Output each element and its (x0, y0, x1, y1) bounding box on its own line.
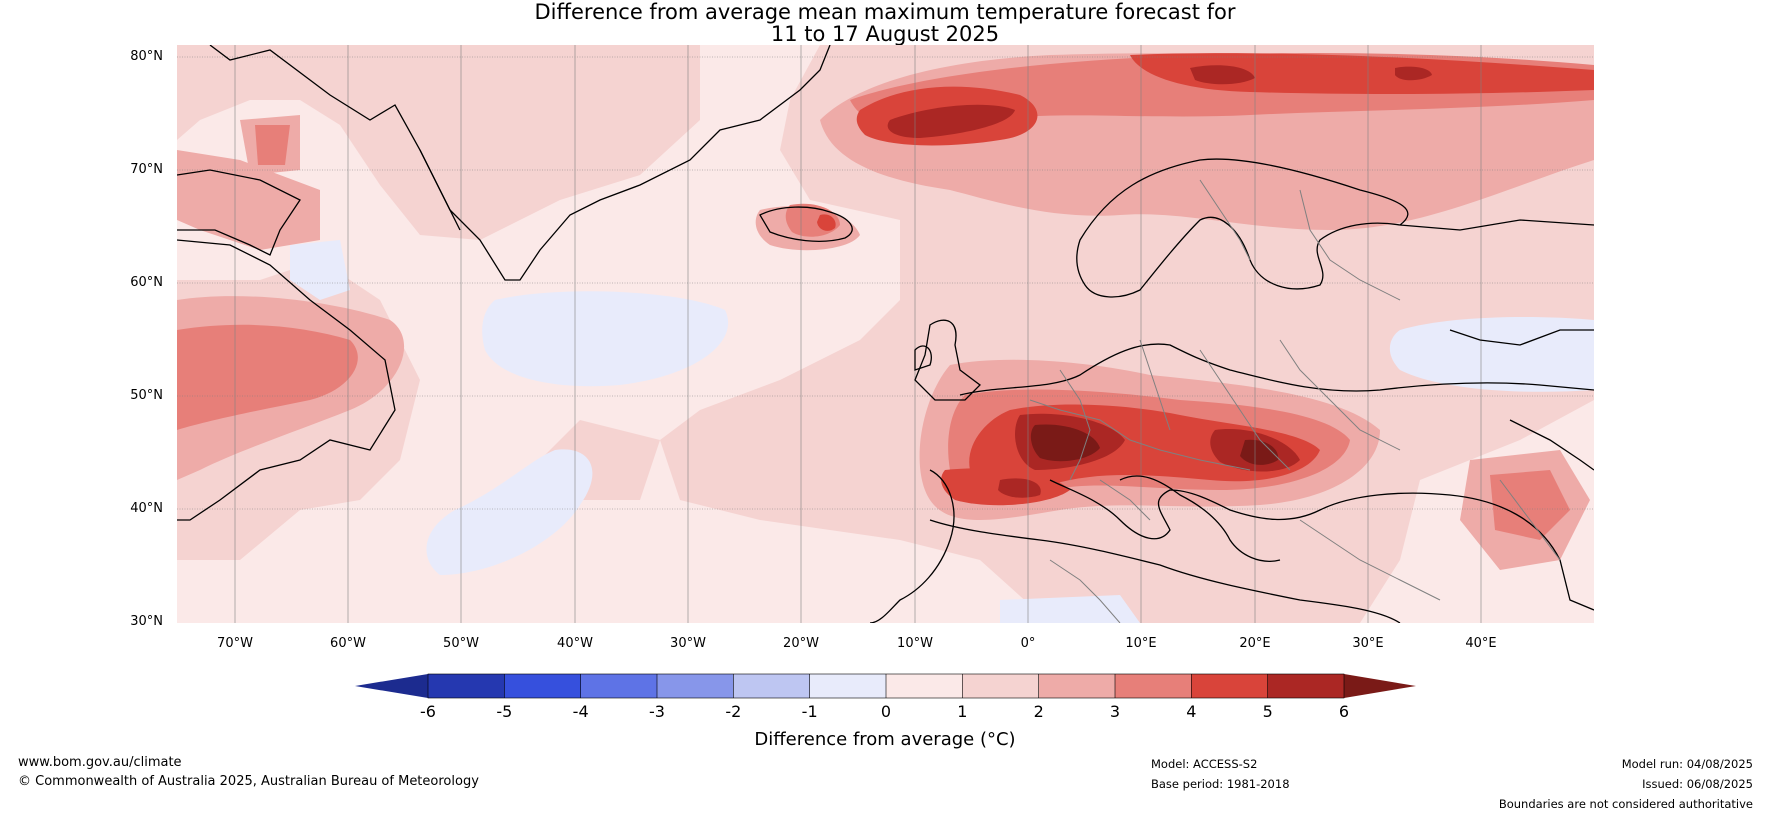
colorbar-cell (428, 674, 505, 698)
colorbar-tick-label: -3 (649, 702, 665, 721)
graticule (177, 45, 1594, 623)
colorbar-tick-label: 2 (1033, 702, 1044, 721)
country-borders (1029, 179, 1561, 623)
colorbar-tick-label: -2 (725, 702, 742, 721)
lat-tick-label: 80°N (130, 49, 163, 64)
footer-copyright: © Commonwealth of Australia 2025, Austra… (18, 774, 479, 789)
colorbar-tick-label: -4 (572, 702, 589, 721)
colorbar-tick-label: -1 (801, 702, 818, 721)
lon-tick-label: 20°W (783, 636, 819, 651)
colorbar (355, 673, 1416, 699)
colorbar-cell (1115, 674, 1192, 698)
footer-website: www.bom.gov.au/climate (18, 755, 182, 770)
colorbar-cell (962, 674, 1040, 698)
lon-tick-label: 40°W (557, 636, 593, 651)
colorbar-cell (504, 674, 582, 698)
map-field (177, 45, 1594, 623)
lon-tick-label: 0° (1020, 636, 1036, 651)
lon-tick-label: 50°W (443, 636, 479, 651)
colorbar-cell (809, 674, 887, 698)
colorbar-arrow-low (355, 674, 428, 698)
colorbar-tick-label: 5 (1262, 702, 1273, 721)
lon-tick-label: 70°W (217, 636, 253, 651)
anomaly-zones-4-5 (817, 53, 1594, 506)
colorbar-cell (1267, 674, 1345, 698)
lon-tick-label: 10°W (897, 636, 933, 651)
footer-model: Model: ACCESS-S2 (1151, 757, 1258, 771)
anomaly-zones-neg1-0 (290, 240, 1594, 623)
colorbar-tick-label: 0 (880, 702, 892, 721)
lat-tick-label: 30°N (130, 614, 163, 629)
lat-tick-label: 70°N (130, 162, 163, 177)
footer-disclaimer: Boundaries are not considered authoritat… (1498, 797, 1753, 811)
footer-issued: Issued: 06/08/2025 (1642, 777, 1753, 791)
colorbar-tick-label: 1 (957, 702, 968, 721)
footer-base-period: Base period: 1981-2018 (1151, 777, 1290, 791)
colorbar-cell (1191, 674, 1269, 698)
lat-tick-label: 40°N (130, 501, 163, 516)
colorbar-cell (1038, 674, 1116, 698)
lon-tick-label: 30°W (670, 636, 706, 651)
lat-tick-label: 60°N (130, 275, 163, 290)
colorbar-tick-label: -5 (496, 702, 513, 721)
map-title-line2: 11 to 17 August 2025 (770, 22, 1000, 46)
colorbar-cell (580, 674, 658, 698)
colorbar-cell (886, 674, 963, 698)
colorbar-tick-label: 4 (1186, 702, 1197, 721)
lon-tick-label: 10°E (1125, 636, 1157, 651)
colorbar-tick-label: -6 (420, 702, 436, 721)
colorbar-cell (657, 674, 734, 698)
lon-tick-label: 40°E (1465, 636, 1497, 651)
footer-model-run: Model run: 04/08/2025 (1621, 757, 1753, 771)
lon-tick-label: 20°E (1239, 636, 1271, 651)
coastlines (177, 45, 1594, 623)
colorbar-title: Difference from average (°C) (754, 729, 1016, 750)
lon-tick-label: 30°E (1352, 636, 1384, 651)
lat-tick-label: 50°N (130, 388, 163, 403)
map-title-line1: Difference from average mean maximum tem… (534, 0, 1236, 24)
colorbar-tick-label: 3 (1109, 702, 1121, 721)
lon-tick-label: 60°W (330, 636, 366, 651)
colorbar-arrow-high (1344, 674, 1416, 698)
colorbar-cell (733, 674, 811, 698)
colorbar-tick-label: 6 (1338, 702, 1350, 721)
